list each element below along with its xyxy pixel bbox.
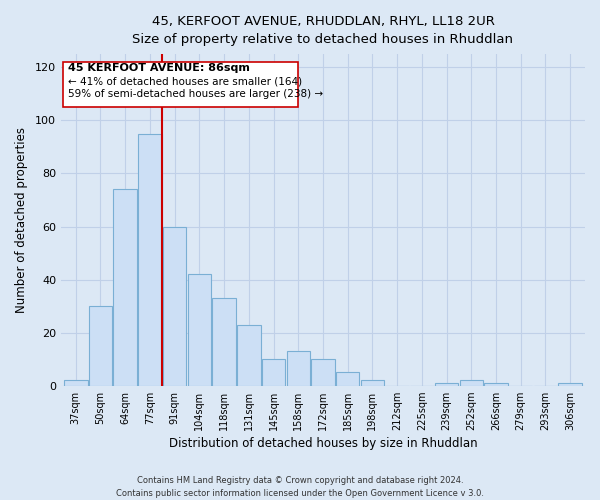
Bar xyxy=(361,380,384,386)
Bar xyxy=(163,226,187,386)
FancyBboxPatch shape xyxy=(64,62,298,107)
Bar xyxy=(435,383,458,386)
Bar xyxy=(188,274,211,386)
Bar xyxy=(311,359,335,386)
Bar xyxy=(559,383,582,386)
Text: 59% of semi-detached houses are larger (238) →: 59% of semi-detached houses are larger (… xyxy=(68,88,323,99)
Title: 45, KERFOOT AVENUE, RHUDDLAN, RHYL, LL18 2UR
Size of property relative to detach: 45, KERFOOT AVENUE, RHUDDLAN, RHYL, LL18… xyxy=(133,15,514,46)
X-axis label: Distribution of detached houses by size in Rhuddlan: Distribution of detached houses by size … xyxy=(169,437,477,450)
Bar xyxy=(212,298,236,386)
Bar xyxy=(460,380,483,386)
Bar xyxy=(89,306,112,386)
Bar xyxy=(336,372,359,386)
Y-axis label: Number of detached properties: Number of detached properties xyxy=(15,127,28,313)
Bar xyxy=(113,190,137,386)
Text: 45 KERFOOT AVENUE: 86sqm: 45 KERFOOT AVENUE: 86sqm xyxy=(68,64,250,74)
Bar xyxy=(484,383,508,386)
Bar xyxy=(237,324,260,386)
Text: ← 41% of detached houses are smaller (164): ← 41% of detached houses are smaller (16… xyxy=(68,76,302,86)
Bar xyxy=(287,351,310,386)
Bar xyxy=(138,134,161,386)
Text: Contains HM Land Registry data © Crown copyright and database right 2024.
Contai: Contains HM Land Registry data © Crown c… xyxy=(116,476,484,498)
Bar xyxy=(262,359,285,386)
Bar xyxy=(64,380,88,386)
